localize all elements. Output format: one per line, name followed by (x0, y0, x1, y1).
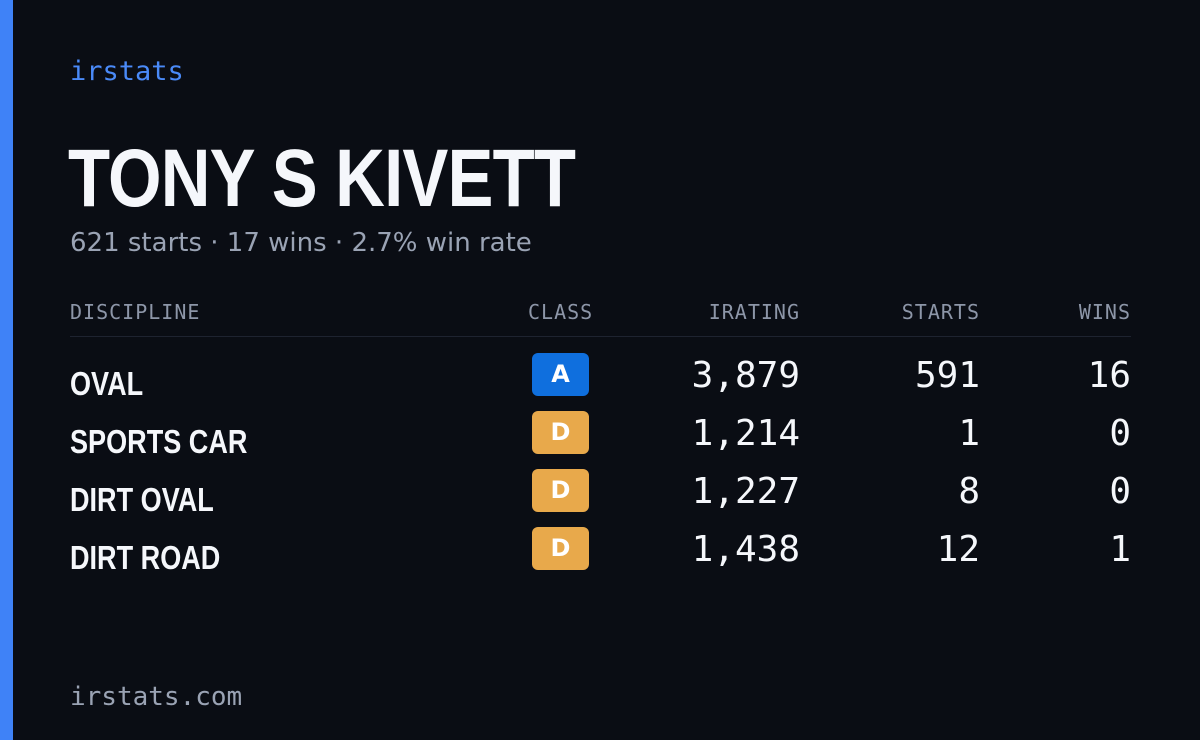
row-irating: 3,879 (691, 355, 800, 396)
row-starts: 1 (958, 413, 980, 454)
license-stats-table: DISCIPLINE CLASS IRATING STARTS WINS OVA… (70, 296, 1131, 585)
license-class-badge: D (532, 469, 589, 512)
license-class-badge: D (532, 527, 589, 570)
header-starts: STARTS (901, 300, 980, 324)
header-discipline: DISCIPLINE (70, 300, 201, 324)
row-starts: 591 (914, 355, 980, 396)
table-body: OVAL A 3,879 591 16 SPORTS CAR D 1,214 1… (70, 337, 1131, 585)
footer-site-url: irstats.com (70, 682, 243, 712)
row-discipline: DIRT ROAD (70, 539, 221, 576)
header-irating: IRATING (708, 300, 800, 324)
accent-bar (0, 0, 13, 740)
driver-summary: 621 starts · 17 wins · 2.7% win rate (70, 228, 532, 258)
row-irating: 1,214 (691, 413, 800, 454)
row-irating: 1,438 (691, 529, 800, 570)
license-class-badge: D (532, 411, 589, 454)
row-wins: 0 (1109, 471, 1131, 512)
row-wins: 16 (1087, 355, 1131, 396)
row-starts: 12 (936, 529, 980, 570)
header-wins: WINS (1078, 300, 1131, 324)
header-class: CLASS (528, 300, 594, 324)
license-class-badge: A (532, 353, 589, 396)
table-row: DIRT ROAD D 1,438 12 1 (70, 527, 1131, 585)
row-discipline: OVAL (70, 365, 144, 402)
driver-name: TONY S KIVETT (68, 133, 576, 224)
table-row: DIRT OVAL D 1,227 8 0 (70, 469, 1131, 527)
row-irating: 1,227 (691, 471, 800, 512)
row-starts: 8 (958, 471, 980, 512)
row-wins: 1 (1109, 529, 1131, 570)
table-row: SPORTS CAR D 1,214 1 0 (70, 411, 1131, 469)
table-header: DISCIPLINE CLASS IRATING STARTS WINS (70, 296, 1131, 337)
table-row: OVAL A 3,879 591 16 (70, 353, 1131, 411)
row-discipline: DIRT OVAL (70, 481, 214, 518)
brand-logo-text: irstats (70, 56, 184, 87)
row-wins: 0 (1109, 413, 1131, 454)
row-discipline: SPORTS CAR (70, 423, 248, 460)
